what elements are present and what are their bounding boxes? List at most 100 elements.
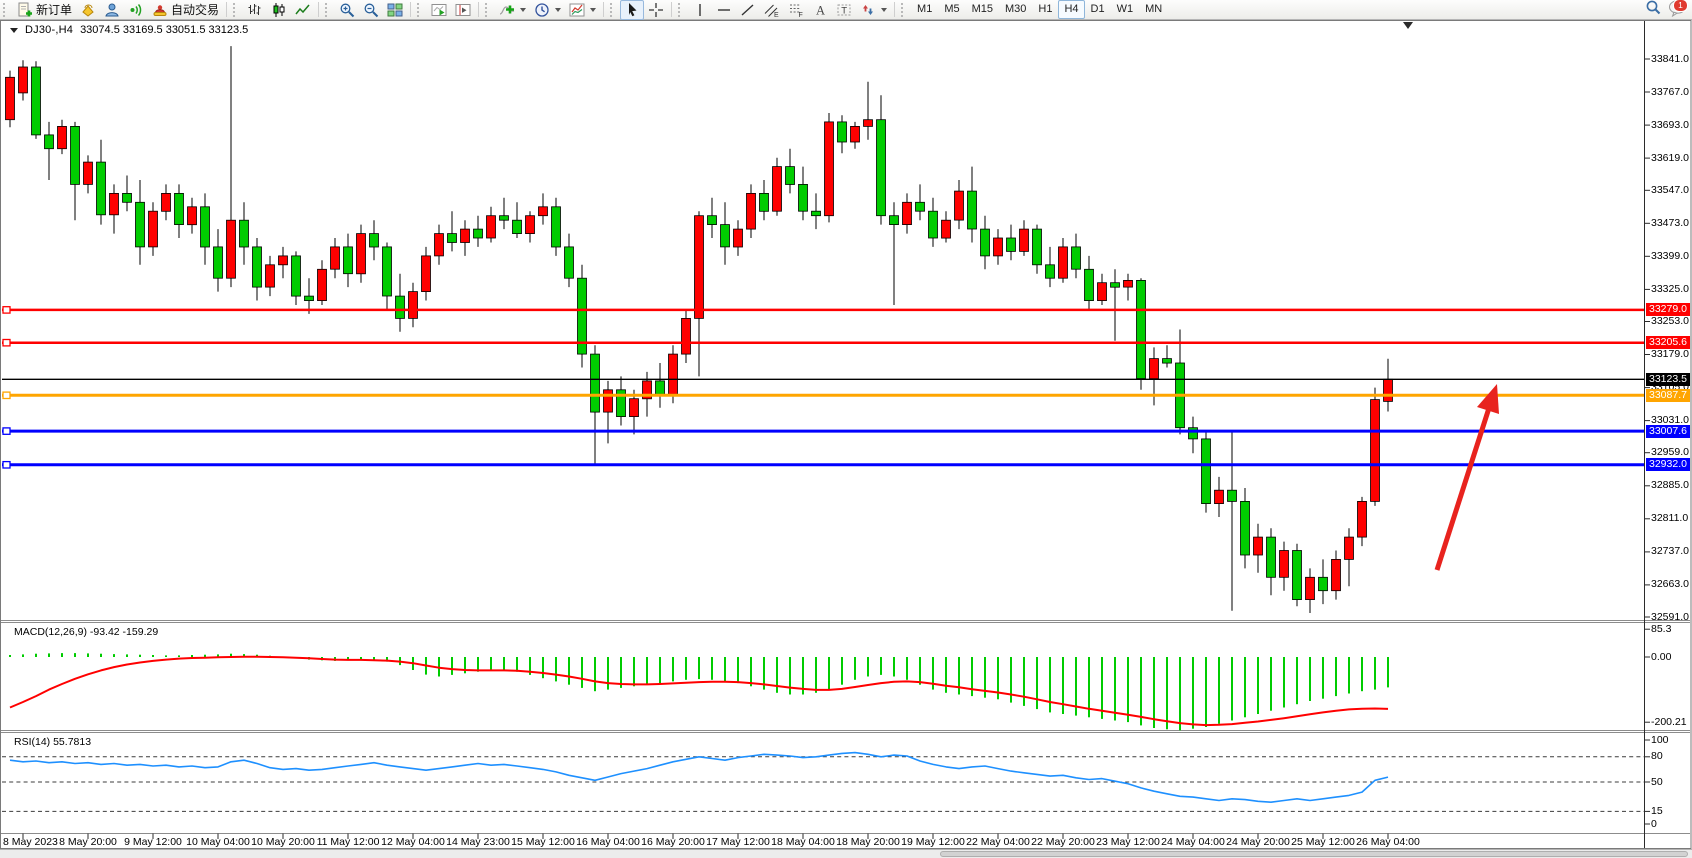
templates-button[interactable]: [565, 0, 600, 20]
profile-button[interactable]: [100, 0, 124, 20]
price-line-badge: 32932.0: [1646, 458, 1690, 472]
price-tick-label: 32885.0: [1651, 479, 1689, 492]
auto-scroll-button[interactable]: [427, 0, 451, 20]
tile-windows-icon: [387, 2, 403, 18]
price-line-badge: 33007.6: [1646, 424, 1690, 438]
zoom-in-button[interactable]: [335, 0, 359, 20]
notifications-icon[interactable]: 1: [1668, 0, 1688, 22]
price-line-badge: 33279.0: [1646, 303, 1690, 317]
auto-trading-label: 自动交易: [171, 3, 220, 17]
rsi-tick-label: 15: [1651, 804, 1663, 817]
toolbar-separator: [671, 2, 673, 17]
trend-arrow-annotation[interactable]: [1434, 384, 1499, 571]
candle-chart-button[interactable]: [267, 0, 291, 20]
price-line-handle[interactable]: [2, 306, 11, 314]
price-line-handle[interactable]: [2, 391, 11, 400]
svg-text:T: T: [841, 5, 847, 16]
crosshair-button[interactable]: [644, 0, 668, 20]
timeframe-m1-button[interactable]: M1: [917, 3, 933, 15]
toolbar-grip[interactable]: [610, 2, 616, 17]
time-tick-label: 19 May 12:00: [901, 836, 965, 848]
horizontal-line-button[interactable]: [712, 0, 736, 20]
chart-shift-button[interactable]: [451, 0, 475, 20]
price-tick-label: 33399.0: [1651, 249, 1689, 262]
time-tick-label: 14 May 23:00: [446, 836, 510, 848]
arrows-button[interactable]: [856, 0, 891, 20]
toolbar-grip[interactable]: [325, 2, 331, 17]
rsi-tick-label: 0: [1651, 817, 1657, 830]
time-tick-label: 26 May 04:00: [1356, 836, 1420, 848]
chevron-down-icon[interactable]: [881, 7, 888, 12]
timeframe-h1-button[interactable]: H1: [1038, 3, 1053, 15]
signals-icon: [128, 2, 144, 18]
toolbar-grip[interactable]: [233, 2, 239, 17]
timeframe-d1-button[interactable]: D1: [1090, 3, 1105, 15]
time-tick-label: 18 May 04:00: [771, 836, 835, 848]
toolbar-separator: [226, 2, 228, 17]
collapse-icon[interactable]: [10, 27, 18, 33]
timeframe-h4-button[interactable]: H4: [1058, 0, 1085, 19]
time-tick-label: 16 May 04:00: [576, 836, 640, 848]
price-line-handle[interactable]: [2, 427, 11, 435]
zoom-in-icon: [339, 2, 355, 18]
bar-chart-button[interactable]: [243, 0, 267, 20]
cursor-button[interactable]: [620, 0, 645, 20]
rsi-tick-label: 80: [1651, 750, 1663, 763]
toolbar-grip[interactable]: [901, 2, 907, 17]
scrollbar-thumb[interactable]: [940, 851, 1688, 857]
chevron-down-icon[interactable]: [555, 7, 562, 12]
chart-style-button[interactable]: [76, 0, 100, 20]
search-icon[interactable]: [1644, 0, 1662, 22]
chart-shift-marker-icon[interactable]: [1403, 22, 1413, 29]
time-tick-label: 12 May 04:00: [381, 836, 445, 848]
timeframe-w1-button[interactable]: W1: [1116, 3, 1134, 15]
vertical-line-icon: [692, 2, 708, 18]
text-label-button[interactable]: T: [832, 0, 856, 20]
zoom-out-button[interactable]: [359, 0, 383, 20]
toolbar-grip[interactable]: [417, 2, 423, 17]
signals-button[interactable]: [124, 0, 148, 20]
price-tick-label: 33179.0: [1651, 348, 1689, 361]
vertical-line-button[interactable]: [688, 0, 712, 20]
tile-windows-button[interactable]: [383, 0, 407, 20]
line-chart-button[interactable]: [291, 0, 315, 20]
periods-icon: [534, 2, 550, 18]
time-tick-label: 15 May 12:00: [511, 836, 575, 848]
fibonacci-button[interactable]: F: [784, 0, 808, 20]
chevron-down-icon[interactable]: [520, 7, 527, 12]
chart-title: DJ30-,H4 33074.5 33169.5 33051.5 33123.5: [10, 24, 248, 36]
time-tick-label: 10 May 04:00: [186, 836, 250, 848]
price-tick-label: 33547.0: [1651, 183, 1689, 196]
text-button[interactable]: A: [808, 0, 832, 20]
timeframe-mn-button[interactable]: MN: [1145, 3, 1163, 15]
main-toolbar: 新订单 自动交易 E F A T M1 M5 M15 M30 H1 H4 D1 W1 MN 1: [0, 0, 1692, 20]
notification-badge: 1: [1673, 0, 1688, 12]
price-tick-label: 33325.0: [1651, 282, 1689, 295]
trendline-icon: [740, 2, 756, 18]
auto-trading-button[interactable]: 自动交易: [148, 0, 223, 20]
toolbar-grip[interactable]: [678, 2, 684, 17]
toolbar-right-icons: 1: [1644, 0, 1688, 20]
toolbar-grip[interactable]: [485, 2, 491, 17]
price-line-handle[interactable]: [2, 338, 11, 347]
price-line-handle[interactable]: [2, 460, 11, 469]
time-tick-label: 17 May 12:00: [706, 836, 770, 848]
timeframe-m30-button[interactable]: M30: [1005, 3, 1027, 15]
chevron-down-icon[interactable]: [590, 7, 597, 12]
timeframe-m5-button[interactable]: M5: [944, 3, 960, 15]
time-tick-label: 23 May 12:00: [1096, 836, 1160, 848]
timeframe-m15-button[interactable]: M15: [971, 3, 993, 15]
equidistant-channel-button[interactable]: E: [760, 0, 784, 20]
periods-button[interactable]: [530, 0, 565, 20]
price-tick-label: 33253.0: [1651, 315, 1689, 327]
zoom-out-icon: [363, 2, 379, 18]
price-tick-label: 33619.0: [1651, 151, 1689, 164]
horizontal-line-icon: [716, 2, 732, 18]
profile-icon: [104, 2, 120, 18]
indicators-button[interactable]: [495, 0, 530, 20]
text-icon: A: [812, 2, 828, 18]
trendline-button[interactable]: [736, 0, 760, 20]
new-order-button[interactable]: 新订单: [13, 0, 76, 20]
toolbar-grip[interactable]: [3, 2, 9, 17]
